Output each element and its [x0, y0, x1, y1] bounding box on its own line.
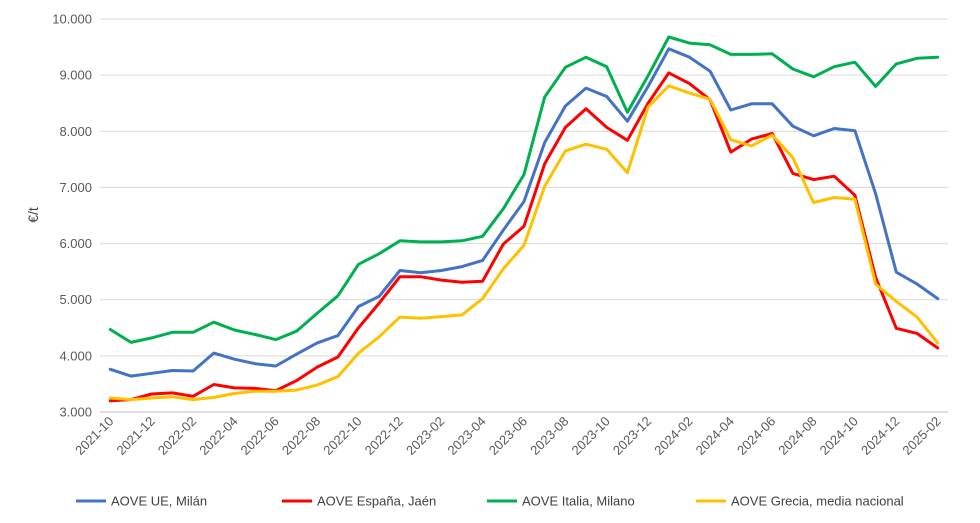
- x-tick-label: 2021-10: [72, 414, 116, 458]
- x-tick-label: 2022-08: [279, 414, 323, 458]
- legend-label-3: AOVE Italia, Milano: [522, 494, 635, 509]
- x-tick-label: 2022-02: [155, 414, 199, 458]
- legend-label-2: AOVE España, Jaén: [317, 494, 436, 509]
- y-tick-label: 9.000: [59, 68, 92, 83]
- x-tick-label: 2024-06: [734, 414, 778, 458]
- x-tick-label: 2024-04: [693, 414, 737, 458]
- series-line-2: [108, 71, 940, 403]
- y-tick-label: 10.000: [52, 12, 92, 27]
- series-line-4: [108, 84, 940, 402]
- x-tick-label: 2023-06: [486, 414, 530, 458]
- y-axis-title: €/t: [25, 207, 41, 223]
- y-tick-label: 8.000: [59, 124, 92, 139]
- x-tick-label: 2024-08: [775, 414, 819, 458]
- x-tick-label: 2024-10: [817, 414, 861, 458]
- x-tick-label: 2023-12: [610, 414, 654, 458]
- y-tick-label: 4.000: [59, 348, 92, 363]
- x-tick-label: 2025-02: [899, 414, 943, 458]
- y-tick-label: 7.000: [59, 180, 92, 195]
- x-tick-label: 2024-02: [651, 414, 695, 458]
- x-tick-label: 2023-02: [403, 414, 447, 458]
- legend-label-1: AOVE UE, Milán: [111, 494, 207, 509]
- x-tick-label: 2023-04: [444, 414, 488, 458]
- x-tick-label: 2023-10: [569, 414, 613, 458]
- series-line-3: [108, 35, 940, 344]
- y-gridlines: [100, 18, 948, 357]
- y-tick-label: 3.000: [59, 405, 92, 420]
- x-tick-labels: 2021-102021-122022-022022-042022-062022-…: [72, 414, 944, 458]
- y-tick-label: 5.000: [59, 292, 92, 307]
- legend: AOVE UE, Milán AOVE España, Jaén AOVE Ital…: [76, 494, 904, 509]
- y-tick-labels: 3.000 4.000 5.000 6.000 7.000 8.000 9.000 10.00…: [52, 12, 92, 420]
- y-tick-label: 6.000: [59, 236, 92, 251]
- x-tick-label: 2024-12: [858, 414, 902, 458]
- x-tick-label: 2022-06: [238, 414, 282, 458]
- x-tick-label: 2022-04: [196, 414, 240, 458]
- legend-label-4: AOVE Grecia, media nacional: [731, 494, 904, 509]
- x-tick-label: 2022-10: [320, 414, 364, 458]
- x-tick-label: 2021-12: [113, 414, 157, 458]
- series-lines: [108, 35, 940, 403]
- x-tick-label: 2022-12: [362, 414, 406, 458]
- x-tick-label: 2023-08: [527, 414, 571, 458]
- series-line-1: [108, 47, 940, 378]
